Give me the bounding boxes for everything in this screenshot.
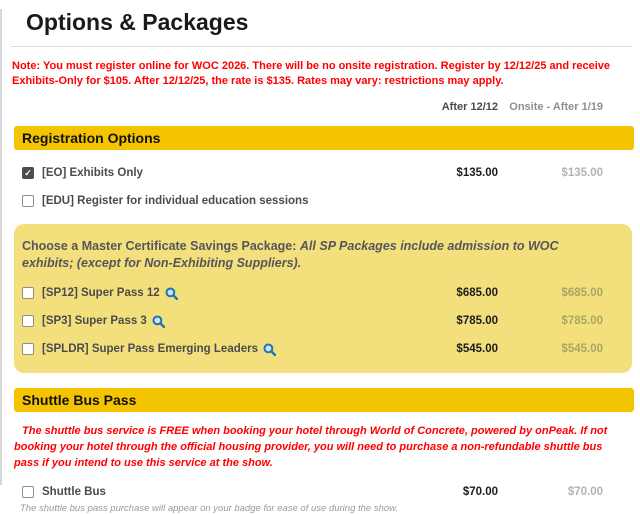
- package-panel-heading: Choose a Master Certificate Savings Pack…: [14, 238, 632, 272]
- super-pass-12-price-after: $685.00: [456, 287, 498, 300]
- master-certificate-package-panel: Choose a Master Certificate Savings Pack…: [14, 224, 632, 373]
- super-pass-3-price-onsite: $785.00: [561, 315, 603, 328]
- super-pass-3-label[interactable]: [SP3] Super Pass 3: [42, 315, 147, 328]
- page-title: Options & Packages: [26, 9, 249, 35]
- exhibits-only-label[interactable]: [EO] Exhibits Only: [42, 167, 143, 180]
- section-header-registration-options: Registration Options: [14, 126, 634, 151]
- option-row-shuttle-bus: Shuttle Bus $70.00 $70.00: [2, 485, 640, 498]
- super-pass-3-checkbox[interactable]: [22, 315, 34, 328]
- option-row-super-pass-12: [SP12] Super Pass 12 $685.00 $685.00: [14, 287, 632, 300]
- education-sessions-label[interactable]: [EDU] Register for individual education …: [42, 195, 309, 208]
- super-pass-12-price-onsite: $685.00: [561, 287, 603, 300]
- option-row-education-sessions: [EDU] Register for individual education …: [2, 195, 640, 208]
- price-column-headers: After 12/12 Onsite - After 1/19: [2, 101, 640, 113]
- super-pass-12-magnifier-icon[interactable]: [165, 287, 178, 300]
- super-pass-leaders-magnifier-icon[interactable]: [263, 343, 277, 356]
- super-pass-leaders-checkbox[interactable]: [22, 343, 34, 356]
- super-pass-12-checkbox[interactable]: [22, 287, 34, 300]
- package-heading-bold: Choose a Master Certificate Savings Pack…: [22, 239, 297, 254]
- registration-deadline-note: Note: You must register online for WOC 2…: [12, 60, 611, 87]
- package-heading-italic: All SP Packages include admission to WOC…: [22, 239, 559, 270]
- shuttle-bus-note: The shuttle bus service is FREE when boo…: [14, 424, 608, 469]
- super-pass-3-price-after: $785.00: [456, 315, 498, 328]
- super-pass-leaders-price-onsite: $545.00: [561, 343, 603, 356]
- exhibits-only-checkbox[interactable]: [22, 167, 34, 180]
- column-header-after-1212: After 12/12: [441, 101, 498, 114]
- exhibits-only-price-onsite: $135.00: [561, 167, 603, 180]
- options-packages-page: Options & Packages Note: You must regist…: [0, 9, 640, 514]
- education-sessions-checkbox[interactable]: [22, 195, 34, 208]
- exhibits-only-price-after: $135.00: [456, 167, 498, 180]
- option-row-exhibits-only: [EO] Exhibits Only $135.00 $135.00: [2, 167, 640, 180]
- option-row-super-pass-leaders: [SPLDR] Super Pass Emerging Leaders $545…: [14, 343, 632, 356]
- super-pass-3-magnifier-icon[interactable]: [152, 315, 165, 328]
- title-divider: [11, 46, 632, 47]
- column-header-onsite: Onsite - After 1/19: [509, 101, 603, 114]
- section-header-shuttle-bus-pass: Shuttle Bus Pass: [14, 387, 634, 412]
- option-row-super-pass-3: [SP3] Super Pass 3 $785.00 $785.00: [14, 315, 632, 328]
- shuttle-bus-footnote: The shuttle bus pass purchase will appea…: [20, 502, 399, 514]
- super-pass-leaders-label[interactable]: [SPLDR] Super Pass Emerging Leaders: [42, 343, 259, 356]
- shuttle-bus-checkbox[interactable]: [22, 485, 34, 498]
- shuttle-bus-price-onsite: $70.00: [567, 485, 603, 498]
- shuttle-bus-price-after: $70.00: [462, 485, 498, 498]
- super-pass-12-label[interactable]: [SP12] Super Pass 12: [42, 287, 160, 300]
- super-pass-leaders-price-after: $545.00: [456, 343, 498, 356]
- shuttle-bus-label[interactable]: Shuttle Bus: [42, 485, 106, 498]
